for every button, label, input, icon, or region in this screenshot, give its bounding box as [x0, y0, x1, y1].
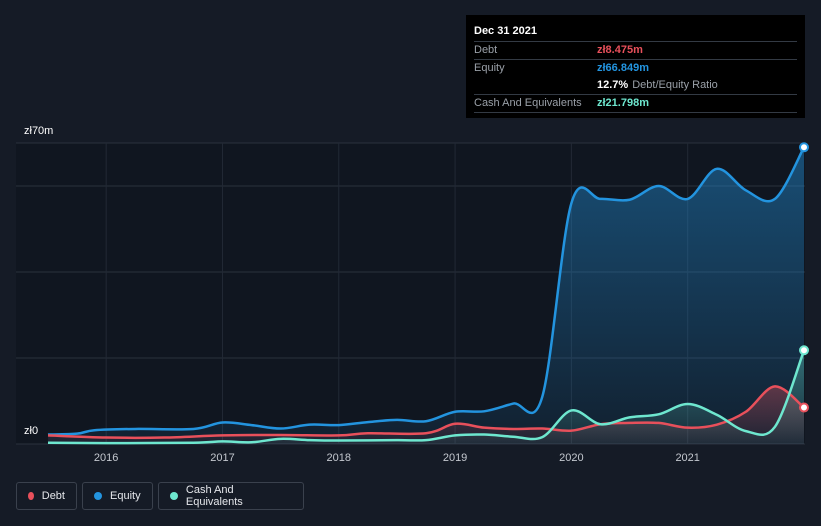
legend-debt-label: Debt: [41, 490, 65, 502]
series-areas: [48, 147, 804, 445]
tooltip-cash-label: Cash And Equivalents: [474, 97, 582, 109]
x-axis-ticks: 2016 2017 2018 2019 2020 2021: [94, 452, 700, 464]
equity-line: [47, 146, 806, 436]
legend-equity[interactable]: Equity: [82, 482, 153, 510]
legend-debt[interactable]: Debt: [16, 482, 77, 510]
tooltip-debt-label: Debt: [474, 44, 498, 56]
x-tick-2019: 2019: [443, 452, 467, 464]
chart-tooltip: Dec 31 2021 Debt zł8.475m Equity zł66.84…: [466, 15, 805, 118]
tooltip-cash-value: zł21.798m: [597, 97, 649, 109]
legend-cash[interactable]: Cash And Equivalents: [158, 482, 304, 510]
x-tick-2018: 2018: [327, 452, 351, 464]
tooltip-equity-label: Equity: [474, 62, 505, 74]
y-axis-bottom-label: zł0: [24, 425, 39, 437]
equity-end-point: [799, 142, 809, 153]
tooltip-ratio-label: Debt/Equity Ratio: [632, 79, 718, 91]
tooltip-row-debt: Debt zł8.475m: [474, 41, 797, 59]
series-lines: [47, 142, 809, 445]
cash-dot-icon: [170, 492, 178, 500]
x-tick-2021: 2021: [675, 452, 699, 464]
tooltip-date: Dec 31 2021: [474, 25, 537, 37]
tooltip-debt-value: zł8.475m: [597, 44, 643, 56]
legend-equity-label: Equity: [110, 490, 141, 502]
debt-end-point: [799, 402, 809, 413]
debt-dot-icon: [28, 492, 34, 500]
equity-dot-icon: [94, 492, 102, 500]
equity-area: [48, 147, 804, 445]
cash-line: [47, 349, 806, 445]
tooltip-row-ratio: 12.7% Debt/Equity Ratio: [474, 77, 797, 94]
debt-line: [47, 385, 805, 440]
tooltip-equity-value: zł66.849m: [597, 62, 649, 74]
tooltip-row-cash: Cash And Equivalents zł21.798m: [474, 94, 797, 113]
cash-end-point: [799, 345, 809, 356]
x-tick-2017: 2017: [210, 452, 234, 464]
x-tick-2016: 2016: [94, 452, 118, 464]
x-tick-2020: 2020: [559, 452, 583, 464]
y-axis-top-label: zł70m: [24, 125, 54, 137]
cash-area: [48, 350, 804, 444]
legend-cash-label: Cash And Equivalents: [185, 484, 243, 508]
tooltip-row-equity: Equity zł66.849m: [474, 59, 797, 77]
tooltip-ratio-value: 12.7%: [597, 79, 629, 91]
